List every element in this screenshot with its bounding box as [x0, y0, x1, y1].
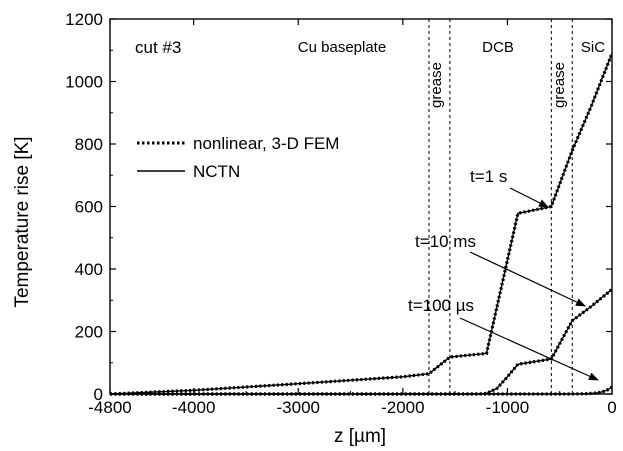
- y-tick-label-6: 1200: [65, 10, 103, 29]
- y-axis-title: Temperature rise [K]: [12, 136, 33, 307]
- y-tick-label-1: 200: [75, 323, 103, 342]
- annotation-arrow-1: [469, 251, 586, 307]
- x-tick-label-4: -1000: [486, 398, 529, 417]
- annotation-t-100us: t=100 µs: [408, 296, 474, 315]
- region-label-grease-2: grease: [551, 62, 568, 108]
- annotation-t-10ms: t=10 ms: [415, 232, 476, 251]
- series-layer: [109, 52, 614, 396]
- plot-frame: [109, 18, 613, 395]
- annotation-arrow-0: [509, 187, 549, 208]
- region-label-cu-baseplate: Cu baseplate: [298, 39, 386, 56]
- x-tick-label-2: -3000: [277, 398, 320, 417]
- labels: -4800 -4000 -3000 -2000 -1000 0 0 200 400 600 800 1…: [65, 10, 617, 417]
- y-tick-label-3: 600: [75, 198, 103, 217]
- x-tick-label-1: -4000: [172, 398, 215, 417]
- axes: [109, 18, 613, 395]
- cut-label: cut #3: [135, 38, 181, 57]
- annotation-t-1s: t=1 s: [470, 167, 507, 186]
- region-label-dcb: DCB: [482, 39, 514, 56]
- legend: nonlinear, 3-D FEM NCTN: [137, 134, 339, 181]
- series-fem-0: [109, 52, 614, 396]
- annotation-arrows: [459, 187, 599, 381]
- x-axis-title: z [µm]: [334, 426, 386, 447]
- x-tick-label-5: 0: [607, 398, 616, 417]
- y-tick-label-4: 800: [75, 135, 103, 154]
- x-tick-label-3: -2000: [381, 398, 424, 417]
- y-tick-label-5: 1000: [65, 73, 103, 92]
- region-label-grease-1: grease: [428, 62, 445, 108]
- series-nctn-0: [109, 53, 613, 395]
- region-label-sic: SiC: [581, 39, 605, 56]
- x-tick-label-0: -4800: [88, 398, 131, 417]
- annotation-arrow-2: [459, 317, 599, 381]
- y-tick-label-0: 0: [94, 385, 103, 404]
- legend-label-fem: nonlinear, 3-D FEM: [193, 134, 339, 153]
- y-tick-label-2: 400: [75, 260, 103, 279]
- legend-label-nctn: NCTN: [193, 162, 240, 181]
